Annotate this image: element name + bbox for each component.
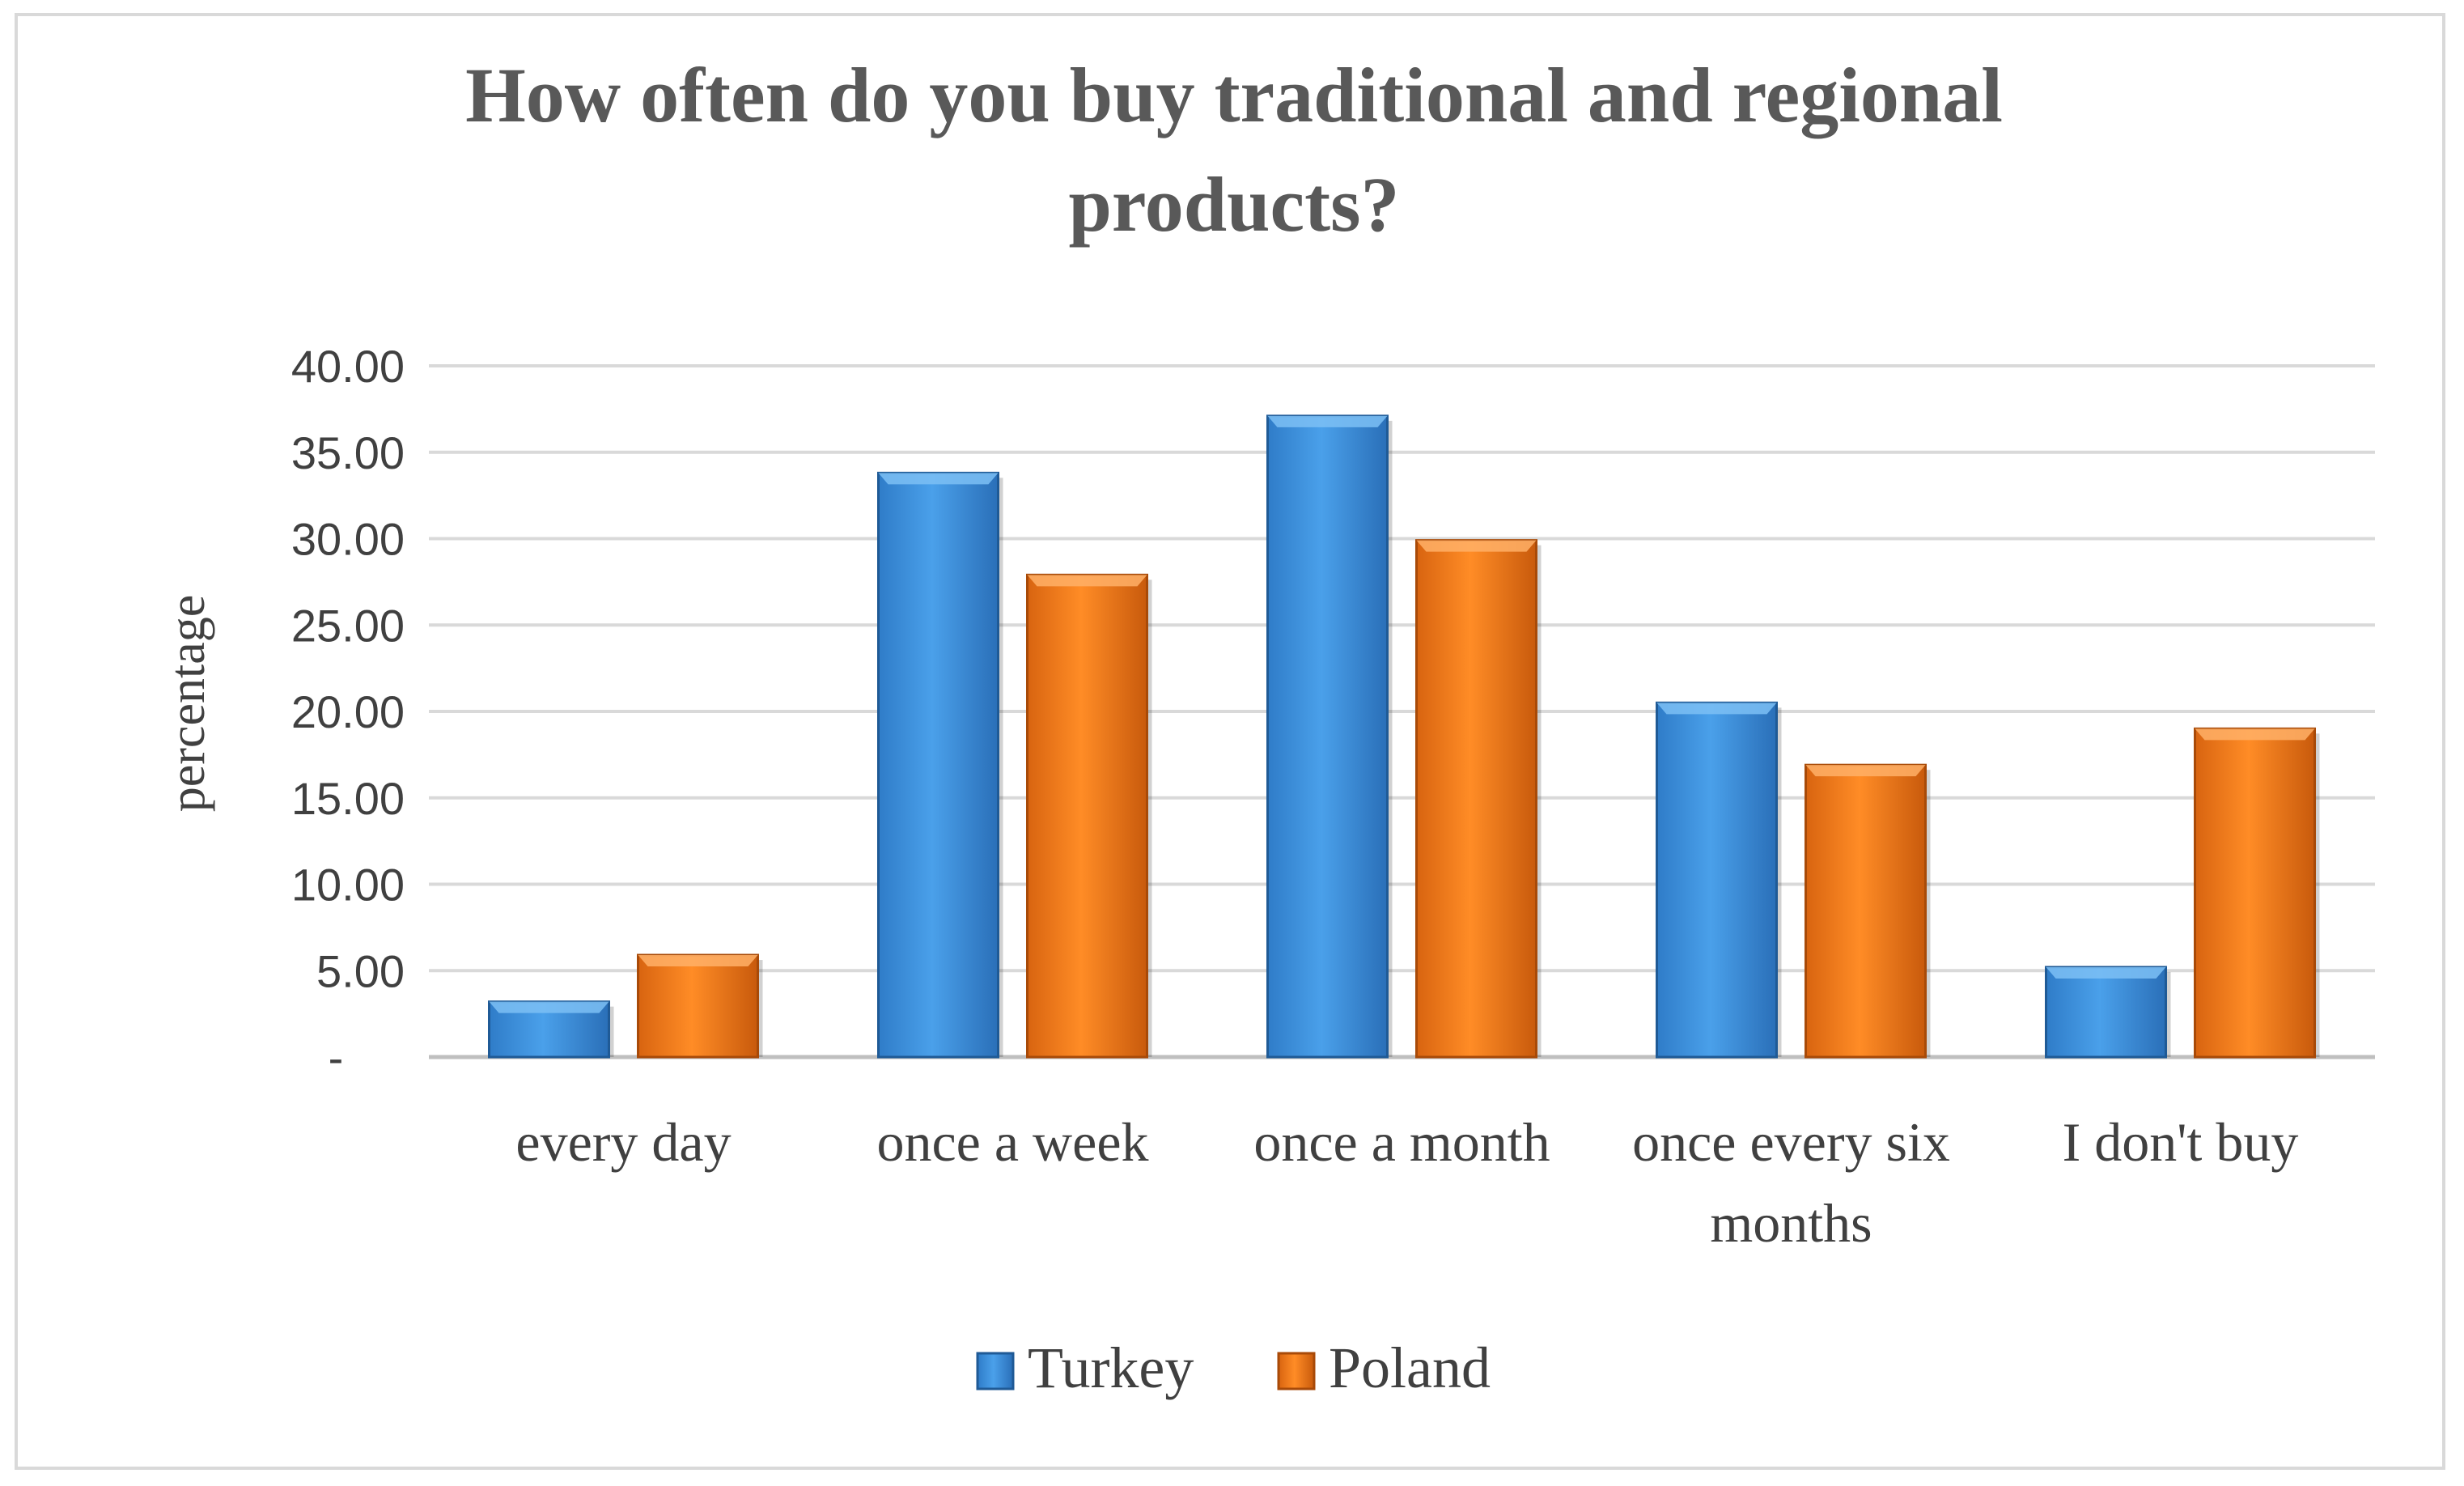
bar-bevel bbox=[1027, 575, 1147, 587]
x-category-label: once every six bbox=[1632, 1111, 1950, 1173]
x-axis-categories: every day once a week once a month once eve… bbox=[515, 1111, 2298, 1254]
bar-body bbox=[1026, 573, 1148, 1059]
bar-poland-3 bbox=[1415, 539, 1542, 1059]
y-tick-label: 35.00 bbox=[291, 427, 405, 478]
bar-bevel bbox=[2195, 728, 2315, 741]
bar-turkey-2 bbox=[877, 471, 1003, 1059]
x-category-label: once a week bbox=[876, 1111, 1148, 1173]
bar-bevel bbox=[489, 1001, 609, 1013]
gridlines bbox=[429, 364, 2375, 1059]
bar-bevel bbox=[1805, 765, 1926, 777]
bar-bevel bbox=[638, 955, 758, 967]
bar-body bbox=[1415, 539, 1537, 1059]
legend: Turkey Poland bbox=[976, 1335, 1491, 1400]
y-tick-label: - bbox=[329, 1032, 344, 1083]
bar-bevel bbox=[878, 473, 999, 485]
y-tick-label: 25.00 bbox=[291, 600, 405, 651]
legend-swatch bbox=[976, 1352, 1015, 1390]
y-axis-title-text: percentage bbox=[160, 595, 215, 812]
x-category-label: months bbox=[1710, 1192, 1872, 1254]
x-category-label: once a month bbox=[1253, 1111, 1550, 1173]
y-axis-ticks: - 5.00 10.00 15.00 20.00 25.00 30.00 35.00 40.00 bbox=[291, 341, 405, 1083]
legend-label: Poland bbox=[1329, 1335, 1491, 1400]
y-axis-title: percentage bbox=[160, 595, 215, 812]
chart-title-line-1: How often do you buy traditional and reg… bbox=[465, 52, 2003, 138]
bar-turkey-1 bbox=[488, 1000, 614, 1059]
y-tick-label: 40.00 bbox=[291, 341, 405, 392]
bar-body bbox=[1805, 763, 1927, 1059]
y-tick-label: 30.00 bbox=[291, 514, 405, 565]
bar-bevel bbox=[1416, 540, 1537, 552]
y-tick-label: 15.00 bbox=[291, 773, 405, 824]
x-category-label: every day bbox=[515, 1111, 731, 1173]
bar-body bbox=[2194, 727, 2316, 1059]
bar-body bbox=[637, 953, 759, 1059]
chart-title-line-2: products? bbox=[1069, 161, 1400, 248]
x-category-label: I don't buy bbox=[2063, 1111, 2299, 1173]
bar-body bbox=[2045, 966, 2167, 1059]
legend-item-turkey: Turkey bbox=[976, 1335, 1194, 1400]
bar-poland-2 bbox=[1026, 573, 1152, 1059]
chart-title: How often do you buy traditional and reg… bbox=[465, 52, 2003, 248]
bar-body bbox=[1656, 701, 1778, 1059]
bar-turkey-5 bbox=[2045, 966, 2171, 1059]
y-tick-label: 20.00 bbox=[291, 686, 405, 737]
bar-turkey-3 bbox=[1266, 414, 1393, 1059]
bar-bevel bbox=[1656, 703, 1777, 715]
bar-bevel bbox=[2046, 966, 2166, 979]
bars bbox=[488, 414, 2320, 1059]
bar-turkey-4 bbox=[1656, 701, 1782, 1059]
chart-frame bbox=[15, 13, 2445, 1470]
bar-poland-5 bbox=[2194, 727, 2320, 1059]
legend-swatch bbox=[1277, 1352, 1316, 1390]
y-tick-label: 10.00 bbox=[291, 860, 405, 911]
bar-body bbox=[1266, 414, 1389, 1059]
bar-bevel bbox=[1267, 415, 1388, 427]
bar-body bbox=[877, 471, 999, 1059]
bar-poland-4 bbox=[1805, 763, 1931, 1059]
y-tick-label: 5.00 bbox=[316, 945, 405, 996]
legend-item-poland: Poland bbox=[1277, 1335, 1491, 1400]
bar-poland-1 bbox=[637, 953, 763, 1059]
legend-label: Turkey bbox=[1028, 1335, 1194, 1400]
